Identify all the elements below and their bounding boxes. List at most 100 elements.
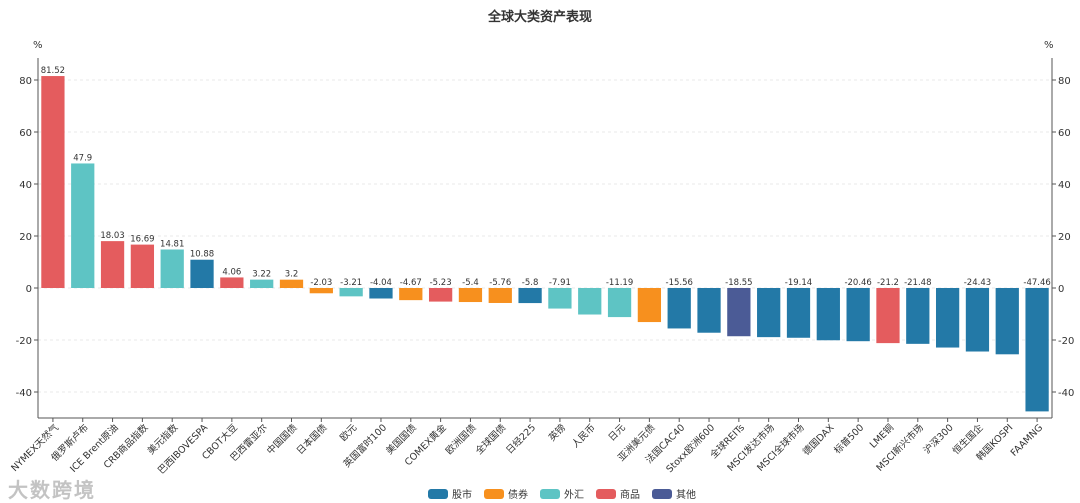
x-tick-label: 欧元 (337, 421, 359, 443)
bar (130, 244, 155, 288)
bar (250, 279, 274, 288)
legend-item[interactable]: 商品 (596, 486, 640, 501)
x-tick-label: 中国国债 (264, 421, 300, 457)
data-label: -5.8 (522, 278, 539, 288)
y-tick-label-right: 20 (1058, 232, 1071, 243)
data-label: 10.88 (190, 250, 214, 260)
x-tick-label: 欧洲国债 (443, 421, 479, 457)
data-label: -11.19 (606, 278, 633, 288)
bar (607, 288, 632, 318)
bar (220, 277, 244, 288)
legend-item[interactable]: 其他 (652, 486, 696, 501)
bar (548, 288, 572, 309)
bar (458, 288, 483, 303)
x-tick-label: 日本国债 (294, 421, 330, 457)
data-label: 14.81 (160, 239, 184, 249)
data-label: 4.06 (222, 267, 241, 277)
y-tick-label-left: 60 (19, 128, 32, 139)
legend-swatch (428, 488, 448, 499)
data-label: 18.03 (100, 231, 124, 241)
data-label: -21.48 (904, 278, 931, 288)
bar (757, 288, 781, 338)
data-label: -5.76 (489, 278, 511, 288)
bar (41, 76, 65, 288)
watermark-logo: 大数跨境 (8, 478, 96, 502)
data-label: -4.67 (400, 278, 422, 288)
legend-swatch (652, 488, 672, 499)
legend-item[interactable]: 外汇 (540, 486, 584, 501)
data-label: 3.2 (285, 270, 299, 280)
bar (399, 288, 423, 301)
y-tick-label-right: 40 (1058, 180, 1071, 191)
bar (369, 288, 393, 299)
data-label: -3.21 (340, 278, 362, 288)
data-label: 47.9 (73, 153, 92, 163)
bar (697, 288, 721, 333)
legend-label: 外汇 (564, 490, 584, 501)
left-axis-unit: % (33, 40, 43, 51)
x-tick-label: 沪深300 (921, 422, 956, 457)
chart-legend: 股市 债券 外汇 商品 其他 (428, 486, 696, 501)
data-label: 81.52 (41, 66, 65, 76)
x-tick-label: 人民币 (570, 422, 598, 450)
bar (518, 288, 542, 304)
bar (786, 288, 811, 338)
y-tick-label-left: 20 (19, 232, 32, 243)
data-label: -21.2 (877, 278, 899, 288)
legend-swatch (484, 488, 504, 499)
bar (279, 279, 304, 288)
data-label: -19.14 (785, 278, 812, 288)
bar (667, 288, 691, 329)
chart-title: 全球大类资产表现 (487, 10, 592, 25)
data-label: -7.91 (549, 278, 571, 288)
data-label: -24.43 (964, 278, 991, 288)
x-tick-label: NYMEX天然气 (9, 421, 62, 474)
bar (816, 288, 840, 341)
bar (160, 249, 184, 288)
legend-item[interactable]: 债券 (484, 486, 528, 501)
bar (309, 288, 333, 294)
x-tick-label: 全球国债 (473, 421, 509, 457)
x-tick-label: 英镑 (546, 422, 568, 444)
bar (100, 241, 125, 288)
data-label: -18.55 (725, 278, 752, 288)
bar (935, 288, 960, 348)
bar (995, 288, 1019, 355)
x-tick-label: LME铜 (867, 422, 896, 451)
bar (906, 288, 930, 344)
bar (876, 288, 900, 344)
x-tick-label: 日元 (606, 422, 628, 444)
data-label: -47.46 (1023, 278, 1050, 288)
legend-label: 股市 (452, 490, 472, 501)
bar (1025, 288, 1049, 412)
legend-label: 其他 (676, 490, 696, 501)
bar (965, 288, 990, 352)
bar (488, 288, 512, 303)
y-tick-label-right: 60 (1058, 128, 1071, 139)
y-tick-label-right: -40 (1058, 388, 1074, 399)
right-axis-unit: % (1044, 40, 1054, 51)
bar (71, 163, 95, 288)
data-label: -4.04 (370, 278, 392, 288)
data-label: -5.23 (430, 278, 452, 288)
legend-swatch (540, 488, 560, 499)
x-tick-label: 德国DAX (800, 421, 837, 458)
legend-swatch (596, 488, 616, 499)
legend-item[interactable]: 股市 (428, 486, 472, 501)
legend-label: 商品 (620, 490, 640, 501)
y-tick-label-left: 80 (19, 76, 32, 87)
bar (339, 288, 363, 297)
data-label: 16.69 (130, 235, 154, 245)
bar (190, 259, 214, 288)
y-tick-label-right: 80 (1058, 76, 1071, 87)
data-label: -15.56 (666, 278, 693, 288)
legend-label: 债券 (508, 490, 528, 501)
bar (637, 288, 662, 323)
x-tick-label: FAAMNG (1009, 422, 1045, 458)
data-label: -2.03 (310, 278, 332, 288)
bar (428, 288, 453, 302)
y-tick-label-left: -40 (16, 388, 32, 399)
y-tick-label-right: -20 (1058, 336, 1074, 347)
y-tick-label-right: 0 (1058, 284, 1064, 295)
